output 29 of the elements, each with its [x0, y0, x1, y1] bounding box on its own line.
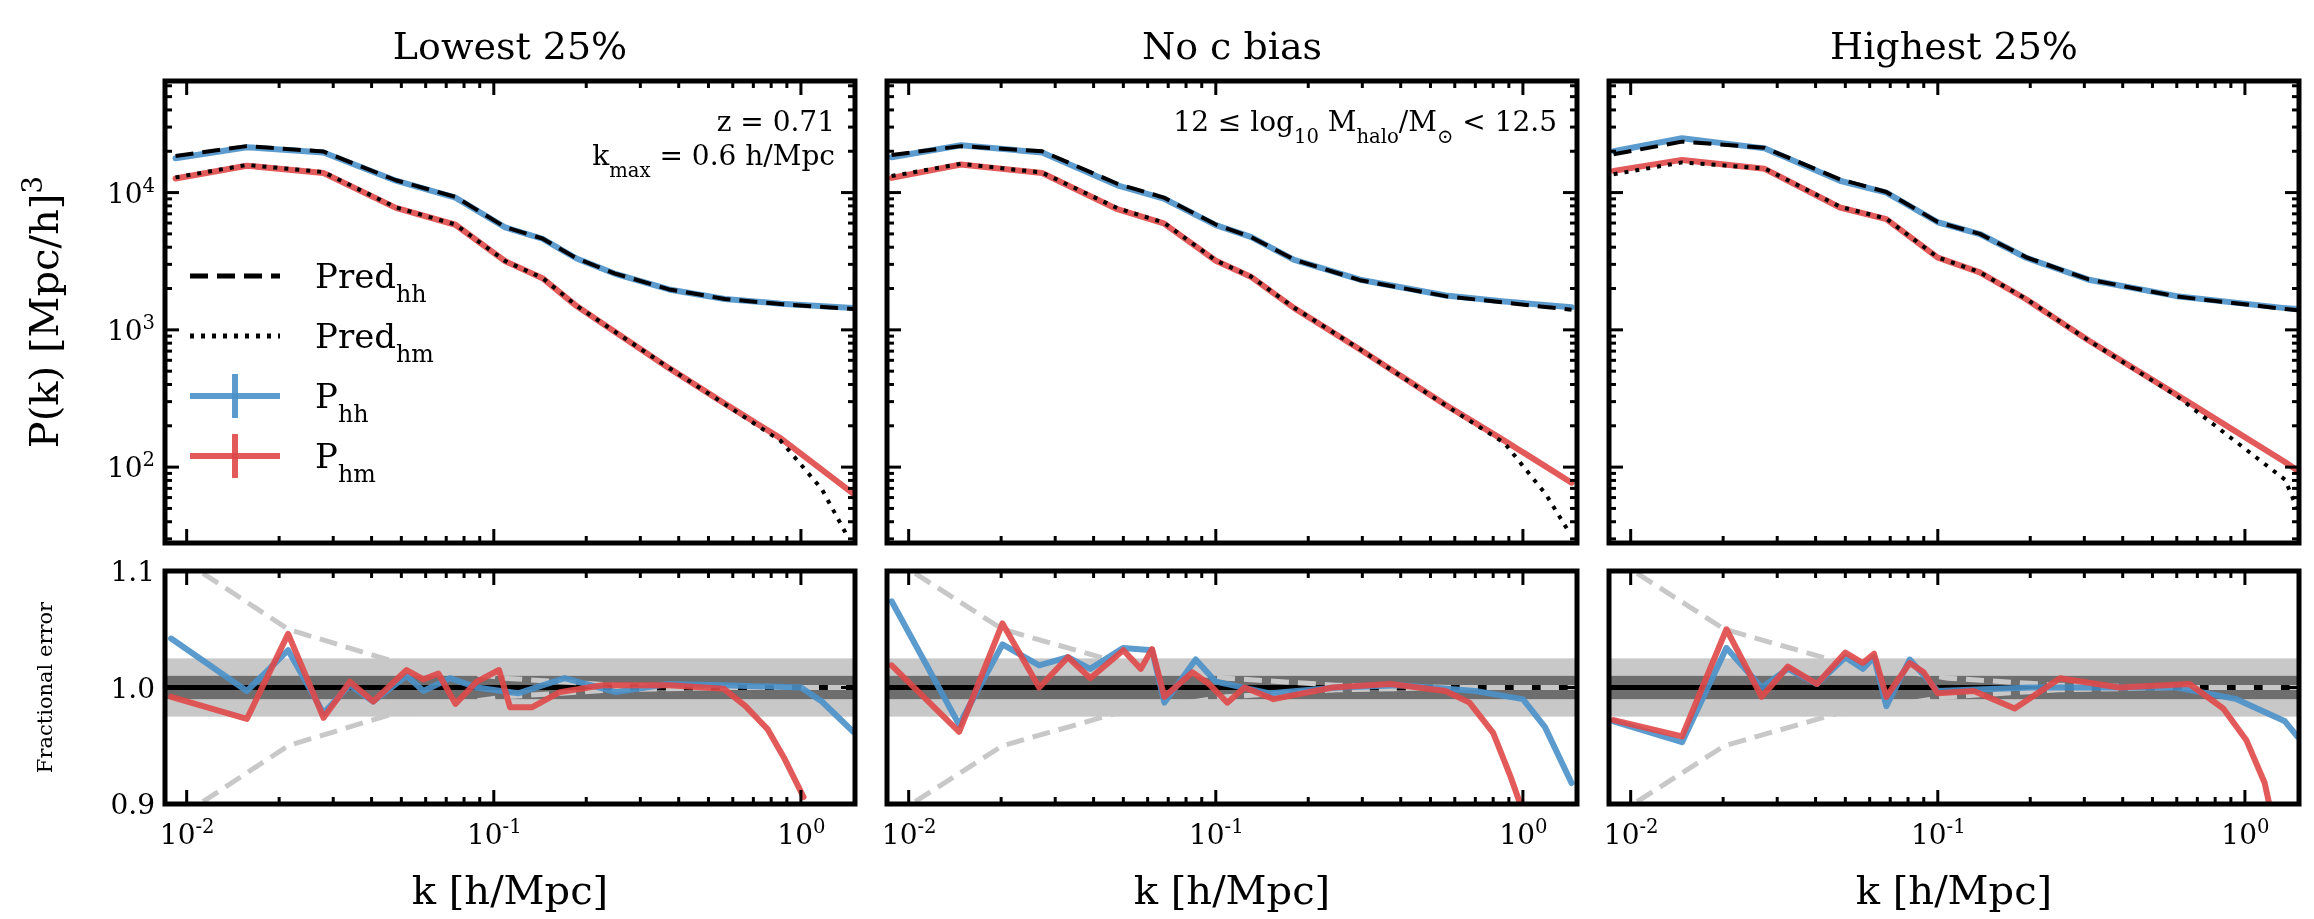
- x-axis-title: k [h/Mpc]: [1133, 867, 1331, 913]
- legend-label: Pred$_{hm}$: [315, 315, 434, 368]
- y-tick-label: 10$^{2}$: [106, 447, 155, 485]
- x-axis-title: k [h/Mpc]: [1855, 867, 2053, 913]
- legend-label: Pred$_{hh}$: [315, 255, 427, 308]
- x-tick-label: 10$^{-2}$: [881, 814, 937, 851]
- y-tick-label: 0.9: [110, 788, 155, 822]
- y-axis-title: Fractional error: [33, 600, 57, 774]
- legend-label: P$_{hh}$: [315, 375, 369, 428]
- annotation: 12 ≤ log$_{10}$ M$_{halo}$/M$_{⊙}$ < 12.5: [1173, 105, 1557, 148]
- x-tick-label: 10$^{-1}$: [466, 814, 522, 851]
- y-tick-label: 10$^{4}$: [106, 173, 155, 210]
- y-tick-label: 1.0: [110, 671, 155, 705]
- chart-title: No c bias: [1141, 24, 1323, 68]
- y-tick-label: 10$^{3}$: [106, 310, 155, 348]
- chart-title: Lowest 25%: [392, 24, 628, 68]
- x-tick-label: 10$^{-1}$: [1910, 814, 1966, 851]
- x-tick-label: 10$^{0}$: [1499, 814, 1548, 851]
- x-tick-label: 10$^{-1}$: [1188, 814, 1244, 851]
- legend-label: P$_{hm}$: [315, 435, 376, 488]
- y-tick-label: 1.1: [110, 555, 155, 589]
- x-tick-label: 10$^{-2}$: [159, 814, 215, 851]
- annotation: k$_{max}$ = 0.6 h/Mpc: [592, 139, 835, 182]
- x-tick-label: 10$^{0}$: [777, 814, 826, 851]
- x-tick-label: 10$^{0}$: [2221, 814, 2270, 851]
- x-tick-label: 10$^{-2}$: [1603, 814, 1659, 851]
- chart-title: Highest 25%: [1830, 24, 2078, 68]
- x-axis-title: k [h/Mpc]: [411, 867, 609, 913]
- annotation: z = 0.71: [716, 105, 835, 138]
